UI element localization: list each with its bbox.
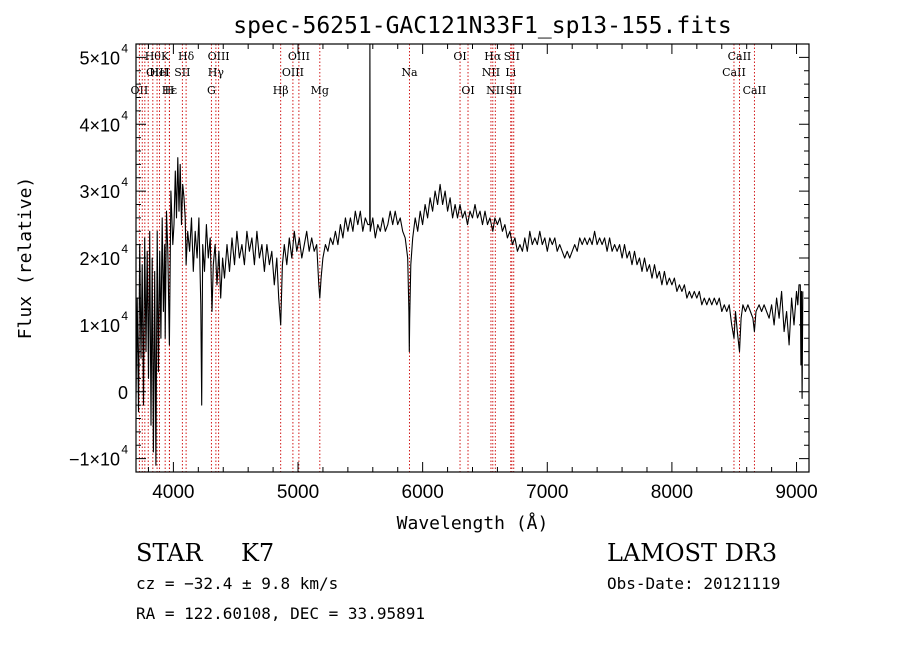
- line-marker-label: Hθ: [145, 50, 162, 63]
- line-marker-label: NII: [482, 66, 500, 79]
- y-tick-label: 1×10: [79, 316, 120, 336]
- y-tick-label: −1×10: [69, 450, 120, 470]
- line-marker-label: OIII: [288, 50, 310, 63]
- y-tick-exponent: 4: [121, 41, 128, 55]
- survey-name: LAMOST DR3: [607, 539, 778, 567]
- line-marker-label: G: [207, 84, 216, 97]
- y-tick-label: 3×10: [79, 182, 120, 202]
- line-marker-label: OIII: [282, 66, 304, 79]
- line-marker-label: Hγ: [208, 66, 225, 79]
- line-marker-label: Hα: [484, 50, 502, 63]
- y-tick-label: 4×10: [79, 115, 120, 135]
- spectrum-series-line: [136, 44, 804, 466]
- y-tick-exponent: 4: [121, 242, 128, 256]
- y-tick-label: 2×10: [79, 249, 120, 269]
- line-marker-label: NII: [486, 84, 504, 97]
- chart-title: spec-56251-GAC121N33F1_sp13-155.fits: [233, 13, 732, 39]
- line-marker-label: OI: [461, 84, 474, 97]
- line-marker-label: OI: [453, 50, 466, 63]
- line-marker-label: OIII: [208, 50, 230, 63]
- line-marker-label: CaII: [728, 50, 752, 63]
- x-tick-label: 6000: [402, 482, 444, 503]
- line-marker-label: CaII: [722, 66, 746, 79]
- x-tick-label: 5000: [277, 482, 319, 503]
- y-tick-exponent: 4: [121, 108, 128, 122]
- object-subclass: K7: [241, 539, 275, 567]
- line-marker-label: SII: [506, 84, 522, 97]
- line-marker-label: Mg: [311, 84, 329, 97]
- x-axis-label: Wavelength (Å): [397, 512, 549, 534]
- x-tick-label: 8000: [651, 482, 693, 503]
- y-tick-exponent: 4: [121, 309, 128, 323]
- line-marker-label: H: [165, 84, 175, 97]
- line-marker-label: Na: [401, 66, 418, 79]
- line-marker-label: OII: [131, 84, 149, 97]
- observation-date: Obs-Date: 20121119: [607, 574, 781, 593]
- y-tick-exponent: 4: [121, 443, 128, 457]
- redshift-velocity: cz = −32.4 ± 9.8 km/s: [136, 574, 339, 593]
- y-tick-exponent: 4: [121, 175, 128, 189]
- y-tick-label: 0: [118, 383, 128, 403]
- y-tick-label: 5×10: [79, 48, 120, 68]
- line-marker-label: K: [161, 50, 170, 63]
- line-marker-label: OIII: [146, 66, 168, 79]
- sky-coordinates: RA = 122.60108, DEC = 33.95891: [136, 604, 425, 623]
- x-tick-label: 7000: [526, 482, 568, 503]
- line-marker-label: SII: [174, 66, 190, 79]
- plot-frame: [135, 43, 810, 473]
- y-axis-label: Flux (relative): [15, 177, 36, 340]
- line-marker-label: HeI: [149, 66, 169, 79]
- line-marker-label: Hβ: [273, 84, 289, 97]
- x-tick-label: 4000: [152, 482, 194, 503]
- line-marker-label: Hδ: [178, 50, 195, 63]
- line-marker-label: CaII: [743, 84, 767, 97]
- line-marker-label: SII: [504, 50, 520, 63]
- x-tick-label: 9000: [775, 482, 817, 503]
- line-marker-label: Li: [505, 66, 516, 79]
- object-class: STAR: [136, 539, 203, 567]
